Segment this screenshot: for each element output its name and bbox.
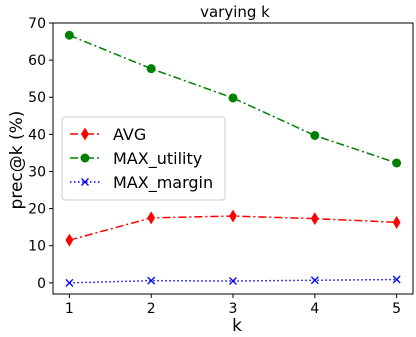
data-point-max-margin (392, 275, 401, 284)
y-tick-label: 20 (28, 202, 46, 218)
data-point-max-margin (147, 276, 156, 285)
data-point-max-margin (310, 276, 319, 285)
legend-label-max-utility: MAX_utility (113, 149, 202, 169)
x-tick-label: 4 (310, 301, 319, 317)
series-line-max-utility (69, 34, 397, 164)
legend-marker-avg (81, 127, 89, 141)
chart-title: varying k (200, 3, 270, 21)
x-tick-label: 3 (229, 301, 238, 317)
data-point-max-margin (65, 278, 74, 287)
data-point-max-utility (64, 30, 74, 40)
y-tick-label: 50 (28, 90, 46, 106)
data-point-max-utility (228, 93, 238, 103)
x-tick-label: 1 (65, 301, 74, 317)
data-point-max-margin (229, 277, 237, 285)
y-axis-ticks: 0 10 20 30 40 50 60 70 (28, 16, 53, 292)
y-axis-label: prec@k (%) (7, 111, 27, 210)
y-tick-label: 40 (28, 127, 46, 143)
y-tick-label: 60 (28, 53, 46, 69)
data-point-avg (229, 209, 237, 223)
data-point-max-utility (146, 64, 156, 74)
legend: AVG MAX_utility MAX_margin (61, 116, 226, 201)
x-axis-ticks: 1 2 3 4 5 (65, 294, 401, 317)
y-tick-label: 0 (37, 276, 46, 292)
series-line-max-margin (69, 278, 397, 284)
y-tick-label: 10 (28, 239, 46, 255)
data-point-max-utility (310, 130, 320, 140)
data-point-avg (147, 211, 156, 225)
x-tick-label: 5 (392, 301, 401, 317)
data-point-avg (65, 233, 74, 247)
legend-box (61, 116, 226, 201)
y-tick-label: 70 (28, 16, 46, 32)
legend-label-avg: AVG (113, 125, 146, 144)
x-axis-label: k (232, 316, 242, 336)
data-point-avg (392, 215, 401, 229)
plot-content (64, 30, 402, 287)
data-point-max-utility (392, 158, 402, 168)
legend-label-max-margin: MAX_margin (113, 173, 213, 193)
data-point-avg (310, 212, 319, 226)
x-tick-label: 2 (147, 301, 156, 317)
legend-marker-max-utility (80, 153, 90, 163)
y-tick-label: 30 (28, 164, 46, 180)
legend-marker-max-margin (81, 178, 89, 186)
